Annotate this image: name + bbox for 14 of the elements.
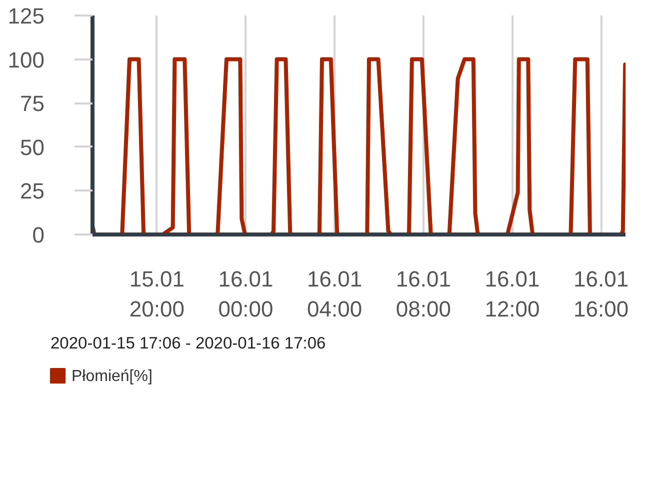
x-tick-label: 16.01 08:00 [396, 266, 451, 322]
legend-label: Płomień[%] [72, 368, 152, 385]
x-tick-label: 16.01 16:00 [574, 266, 629, 322]
y-tick-label: 50 [20, 134, 45, 160]
y-tick-label: 125 [8, 4, 45, 28]
y-tick-label: 0 [32, 222, 45, 248]
x-tick-label: 16.01 04:00 [307, 266, 362, 322]
text: 2020-01-15 17:06 - 2020-01-16 17:06 [50, 334, 326, 352]
x-tick-label: 15.01 20:00 [129, 266, 184, 322]
y-tick-label: 25 [20, 178, 45, 204]
y-tick-label: 100 [8, 47, 45, 72]
y-tick-label: 75 [20, 91, 45, 116]
x-tick-label: 16.01 00:00 [218, 266, 274, 322]
x-tick-label: 16.01 12:00 [484, 266, 540, 322]
